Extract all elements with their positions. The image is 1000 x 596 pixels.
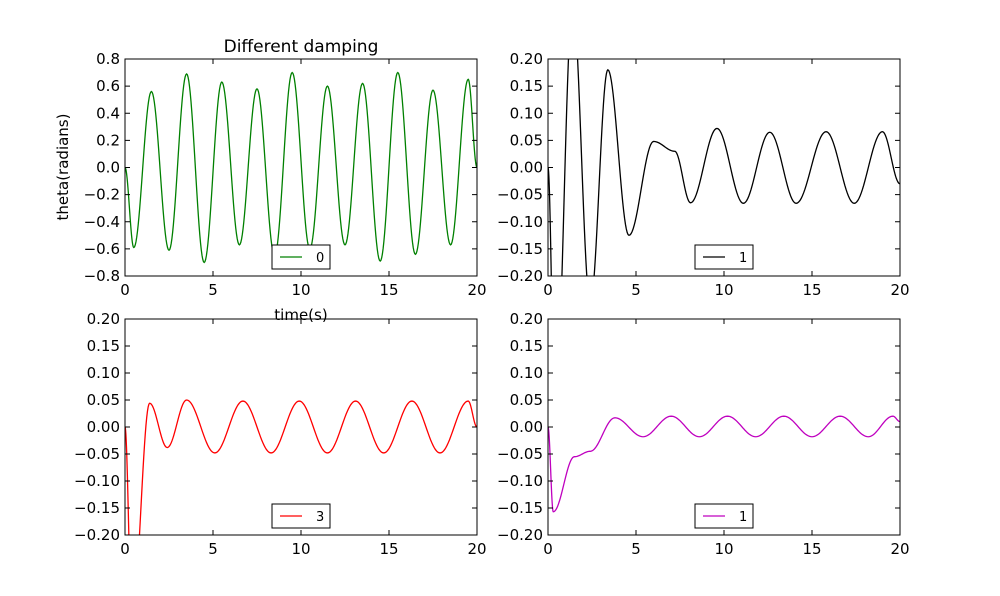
panel-1-ytick-label: 0.6 xyxy=(96,77,120,95)
panel-1-ytick-label: −0.6 xyxy=(84,240,120,258)
panel-1-ytick-label: 0.8 xyxy=(96,50,120,68)
panel-4-legend-label: 1 xyxy=(739,510,747,525)
panel-1-series-line-1 xyxy=(125,71,477,264)
panel-2-ytick-label: −0.15 xyxy=(497,240,543,258)
panel-2-xtick-label: 10 xyxy=(714,281,733,299)
panel-4-ytick-label: −0.10 xyxy=(497,472,543,490)
panel-4-ytick-label: −0.15 xyxy=(497,499,543,517)
panel-1-legend-label: 0 xyxy=(316,251,324,266)
panel-1-title: Different damping xyxy=(224,37,379,57)
panel-3: 0 5 10 15 20 −0.20 −0.15 −0.10 −0.05 0.00 0.05 0.10… xyxy=(74,310,487,558)
panel-3-ytick-label: −0.15 xyxy=(74,499,120,517)
panel-2-ytick-label: 0.05 xyxy=(510,131,543,149)
panel-2-series-line-1 xyxy=(548,59,900,276)
panel-2-ytick-label: −0.05 xyxy=(497,186,543,204)
panel-3-xtick-label: 5 xyxy=(208,540,218,558)
panel-4-ytick-label: 0.20 xyxy=(510,310,543,328)
panel-2-ytick-label: 0.15 xyxy=(510,77,543,95)
panel-1-legend: 0 xyxy=(271,244,331,270)
panel-4-legend: 1 xyxy=(694,503,754,529)
panel-2: 0 5 10 15 20 −0.20 −0.15 −0.10 −0.05 0.00 0.05 0.10… xyxy=(497,50,910,299)
panel-4-ytick-label: 0.15 xyxy=(510,337,543,355)
panel-4-ytick-label: 0.05 xyxy=(510,391,543,409)
panel-3-xtick-label: 0 xyxy=(120,540,130,558)
panel-2-legend-label: 1 xyxy=(739,251,747,266)
panel-4-ytick-label: 0.00 xyxy=(510,418,543,436)
panel-2-ytick-label: 0.20 xyxy=(510,50,543,68)
panel-4-xtick-label: 20 xyxy=(890,540,909,558)
panel-3-ytick-label: 0.00 xyxy=(87,418,120,436)
panel-4-series-line-1 xyxy=(548,415,900,513)
panel-3-xtick-label: 15 xyxy=(379,540,398,558)
panel-3-ytick-label: −0.10 xyxy=(74,472,120,490)
panel-4-ytick-label: −0.20 xyxy=(497,526,543,544)
panel-1-xtick-label: 15 xyxy=(379,281,398,299)
panel-3-ytick-label: 0.10 xyxy=(87,364,120,382)
panel-4-ytick-label: 0.10 xyxy=(510,364,543,382)
panel-1-ytick-label: −0.8 xyxy=(84,267,120,285)
panel-3-series-line-1 xyxy=(125,399,477,535)
panel-2-xtick-label: 15 xyxy=(802,281,821,299)
panel-2-xtick-label: 0 xyxy=(543,281,553,299)
panel-2-ytick-label: 0.10 xyxy=(510,104,543,122)
panel-2-ytick-label: 0.00 xyxy=(510,159,543,177)
panel-4-xtick-label: 0 xyxy=(543,540,553,558)
panel-4-ytick-label: −0.05 xyxy=(497,445,543,463)
panel-3-ytick-label: −0.20 xyxy=(74,526,120,544)
panel-4-xtick-label: 15 xyxy=(802,540,821,558)
panel-2-xtick-label: 5 xyxy=(631,281,641,299)
panel-3-ytick-label: 0.05 xyxy=(87,391,120,409)
panel-1-ylabel: theta(radians) xyxy=(54,114,72,221)
panel-4: 0 5 10 15 20 −0.20 −0.15 −0.10 −0.05 0.00 0.05 0.10… xyxy=(497,310,910,558)
panel-3-xtick-label: 10 xyxy=(291,540,310,558)
panel-1-xtick-label: 5 xyxy=(208,281,218,299)
panel-1-xtick-label: 20 xyxy=(467,281,486,299)
panel-4-xtick-label: 5 xyxy=(631,540,641,558)
panel-3-legend: 3 xyxy=(271,503,331,529)
panel-3-ytick-label: 0.15 xyxy=(87,337,120,355)
panel-4-xtick-label: 10 xyxy=(714,540,733,558)
panel-3-legend-label: 3 xyxy=(316,510,324,525)
panel-1-ytick-label: 0.0 xyxy=(96,159,120,177)
panel-2-legend: 1 xyxy=(694,244,754,270)
panel-3-ytick-label: −0.05 xyxy=(74,445,120,463)
panel-3-ytick-label: 0.20 xyxy=(87,310,120,328)
panel-2-ytick-label: −0.20 xyxy=(497,267,543,285)
panel-3-xtick-label: 20 xyxy=(467,540,486,558)
panel-1-ytick-label: 0.2 xyxy=(96,131,120,149)
panel-2-xtick-label: 20 xyxy=(890,281,909,299)
panel-1-xtick-label: 0 xyxy=(120,281,130,299)
panel-1-ytick-label: 0.4 xyxy=(96,104,120,122)
panel-1-ytick-label: −0.4 xyxy=(84,213,120,231)
panel-1-xtick-label: 10 xyxy=(291,281,310,299)
panel-2-ytick-label: −0.10 xyxy=(497,213,543,231)
panel-1-ytick-label: −0.2 xyxy=(84,186,120,204)
panel-1: Different damping theta(radians) time(s)… xyxy=(54,37,487,324)
